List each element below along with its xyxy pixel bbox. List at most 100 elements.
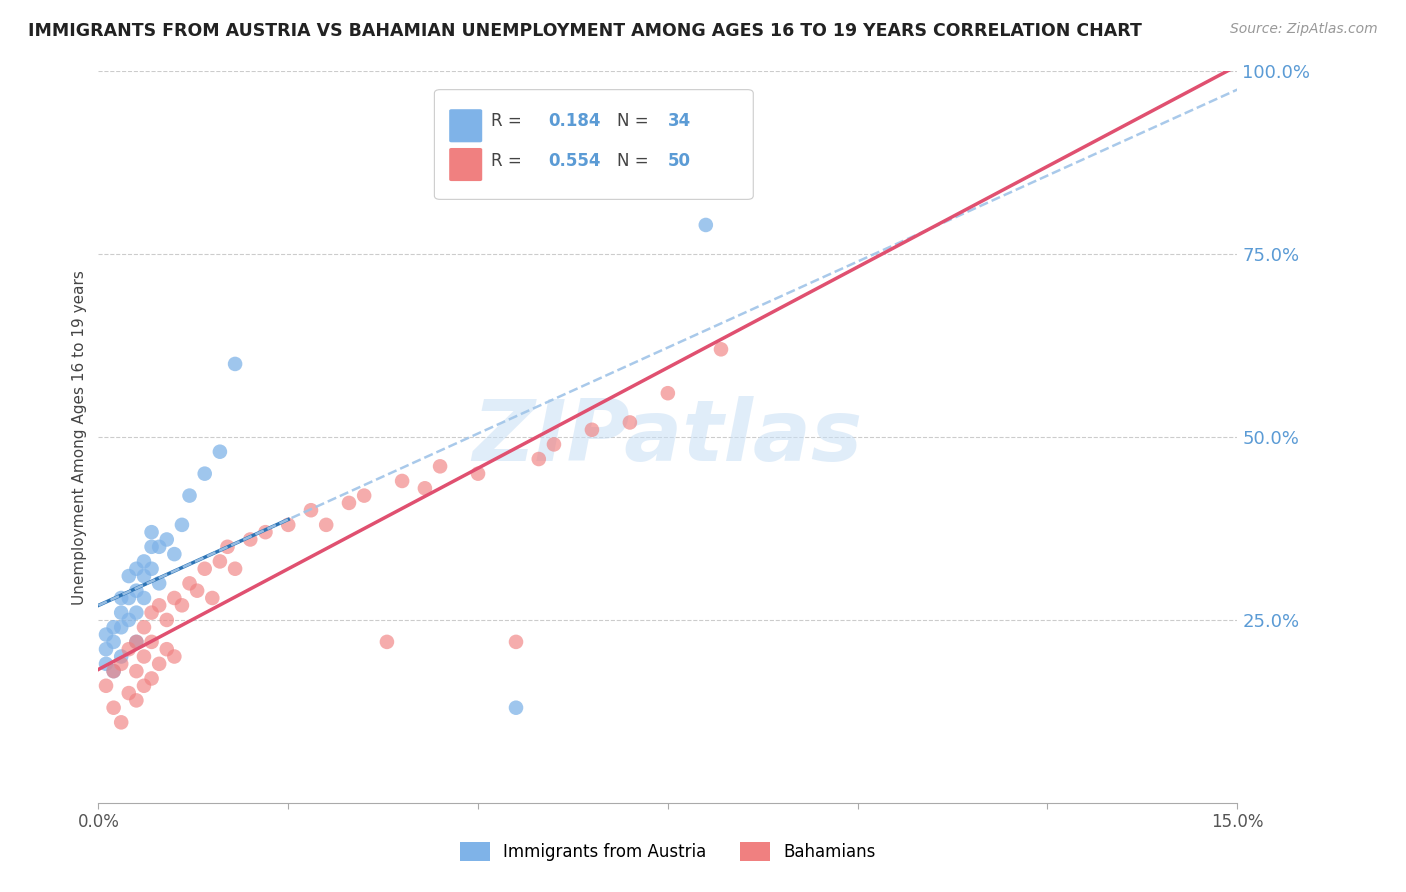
Point [208, 554, 231, 568]
Text: 0.184: 0.184 [548, 112, 600, 130]
Text: 34: 34 [668, 112, 692, 130]
FancyBboxPatch shape [434, 90, 754, 200]
Point [413, 481, 436, 495]
Point [505, 700, 527, 714]
Point [315, 517, 337, 532]
FancyBboxPatch shape [449, 109, 482, 143]
Text: 0.554: 0.554 [548, 152, 600, 169]
Point [527, 452, 550, 467]
Point [695, 218, 717, 232]
Text: N =: N = [617, 152, 654, 169]
Point [179, 576, 201, 591]
Point [103, 664, 125, 678]
Legend: Immigrants from Austria, Bahamians: Immigrants from Austria, Bahamians [453, 835, 883, 868]
Point [141, 635, 163, 649]
Point [337, 496, 360, 510]
Point [118, 642, 141, 657]
Text: ZIPatlas: ZIPatlas [472, 395, 863, 479]
Point [543, 437, 565, 451]
Point [170, 599, 193, 613]
Point [619, 416, 641, 430]
Point [194, 562, 217, 576]
Point [125, 583, 148, 598]
Point [148, 576, 170, 591]
Point [186, 583, 208, 598]
Text: R =: R = [491, 112, 527, 130]
Point [505, 635, 527, 649]
Point [110, 620, 132, 634]
Point [194, 467, 217, 481]
Point [224, 357, 246, 371]
Point [110, 657, 132, 671]
Point [94, 642, 117, 657]
Point [467, 467, 489, 481]
Point [94, 679, 117, 693]
Point [657, 386, 679, 401]
Text: N =: N = [617, 112, 654, 130]
Point [224, 562, 246, 576]
Point [118, 613, 141, 627]
Point [103, 620, 125, 634]
Point [103, 664, 125, 678]
Text: 50: 50 [668, 152, 690, 169]
Point [299, 503, 322, 517]
Point [277, 517, 299, 532]
Text: Source: ZipAtlas.com: Source: ZipAtlas.com [1230, 22, 1378, 37]
Point [110, 715, 132, 730]
Point [141, 540, 163, 554]
Point [94, 627, 117, 641]
Point [353, 489, 375, 503]
Point [132, 620, 155, 634]
Point [156, 533, 179, 547]
Point [118, 686, 141, 700]
Point [125, 562, 148, 576]
Point [125, 635, 148, 649]
Point [125, 693, 148, 707]
Point [125, 606, 148, 620]
Point [132, 591, 155, 605]
Point [94, 657, 117, 671]
Point [118, 569, 141, 583]
Point [163, 591, 186, 605]
Point [239, 533, 262, 547]
Point [201, 591, 224, 605]
Point [141, 672, 163, 686]
Text: IMMIGRANTS FROM AUSTRIA VS BAHAMIAN UNEMPLOYMENT AMONG AGES 16 TO 19 YEARS CORRE: IMMIGRANTS FROM AUSTRIA VS BAHAMIAN UNEM… [28, 22, 1142, 40]
Point [170, 517, 193, 532]
Point [110, 649, 132, 664]
Text: R =: R = [491, 152, 527, 169]
Point [125, 664, 148, 678]
Point [148, 540, 170, 554]
Point [132, 569, 155, 583]
Point [141, 562, 163, 576]
Point [132, 679, 155, 693]
Point [148, 657, 170, 671]
Point [733, 181, 755, 195]
Point [118, 591, 141, 605]
Point [132, 554, 155, 568]
Point [141, 525, 163, 540]
Point [254, 525, 277, 540]
Point [429, 459, 451, 474]
Point [148, 599, 170, 613]
Point [110, 591, 132, 605]
Point [163, 547, 186, 561]
Point [132, 649, 155, 664]
Point [710, 343, 733, 357]
Point [163, 649, 186, 664]
Point [156, 613, 179, 627]
Point [156, 642, 179, 657]
Point [103, 700, 125, 714]
FancyBboxPatch shape [449, 148, 482, 181]
Point [125, 635, 148, 649]
Point [141, 606, 163, 620]
Point [375, 635, 398, 649]
Point [208, 444, 231, 458]
Point [581, 423, 603, 437]
Y-axis label: Unemployment Among Ages 16 to 19 years: Unemployment Among Ages 16 to 19 years [72, 269, 87, 605]
Point [217, 540, 239, 554]
Point [103, 635, 125, 649]
Point [110, 606, 132, 620]
Point [179, 489, 201, 503]
Point [391, 474, 413, 488]
